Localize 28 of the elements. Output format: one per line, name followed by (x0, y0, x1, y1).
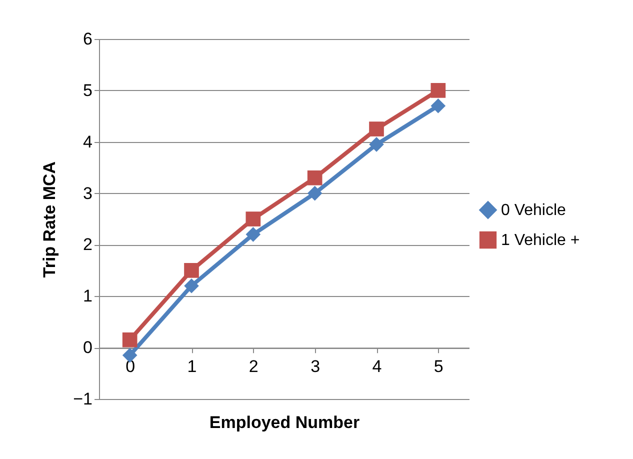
x-tick-label: 3 (310, 357, 320, 376)
point (246, 212, 261, 226)
y-tick-label: 5 (83, 80, 92, 100)
x-tick-label: 2 (248, 357, 258, 376)
x-tick-label: 1 (187, 357, 197, 376)
point (184, 278, 199, 294)
point (184, 263, 199, 278)
y-tick-label: 2 (83, 235, 92, 254)
y-tick-label: 0 (83, 338, 92, 358)
y-tick-label: 6 (83, 30, 92, 48)
point (246, 227, 261, 242)
point (369, 137, 384, 152)
legend-label: 0 Vehicle (501, 202, 566, 219)
point (307, 186, 322, 201)
y-tick-label: 3 (83, 184, 92, 203)
x-tick-label: 5 (434, 357, 444, 376)
point (307, 170, 322, 186)
point (122, 332, 138, 348)
point (430, 83, 446, 98)
x-tick-label: 4 (372, 357, 382, 376)
y-tick-label: −1 (73, 390, 92, 408)
legend-label: 1 Vehicle + (501, 232, 580, 249)
point (430, 98, 446, 114)
x-axis-title: Employed Number (209, 413, 360, 432)
y-tick-label: 4 (83, 132, 92, 152)
y-tick-label: 1 (83, 286, 92, 306)
point (369, 122, 384, 136)
y-axis-title: Trip Rate MCA (40, 161, 60, 278)
